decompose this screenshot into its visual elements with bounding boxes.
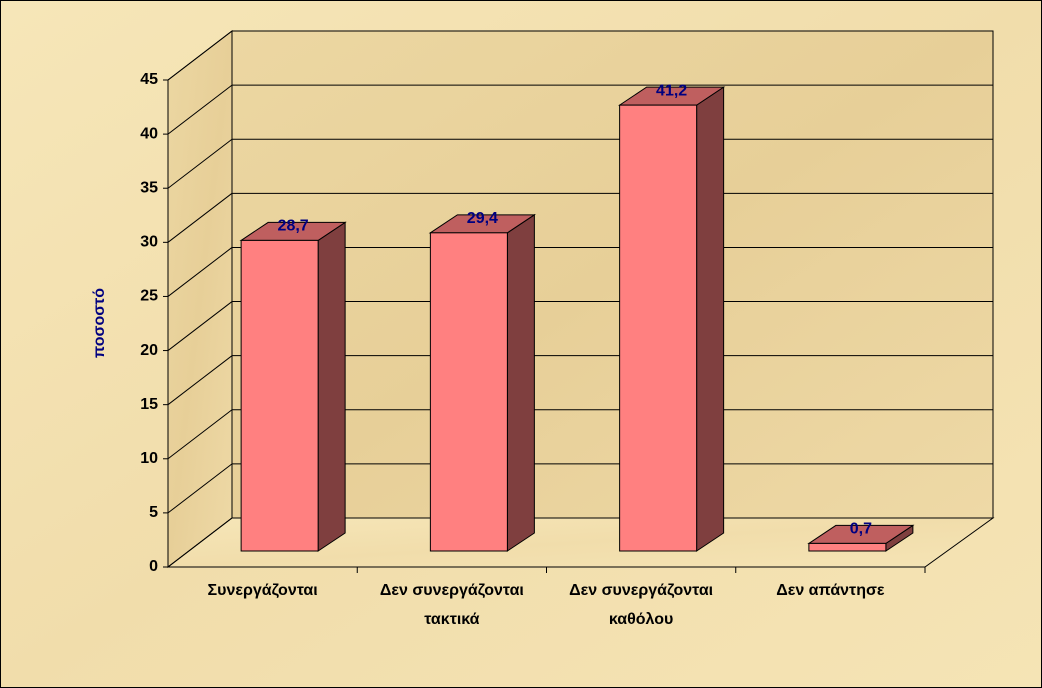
grid-line [167,247,233,297]
grid-line [167,355,233,406]
x-tick-label: Δεν συνεργάζονται καθόλου [569,582,713,628]
bar-side [506,213,535,552]
y-tick-label: 5 [149,504,158,521]
bar-side [696,86,725,552]
back-wall [231,30,994,519]
y-axis-title: ποσοστό [91,288,108,358]
grid-line [167,138,233,189]
plot-area: 0 5 10 15 20 25 30 35 40 45 Συνεργάζονται 28,7 Δεν σ… [140,29,995,628]
x-tick-label: Συνεργάζονται [208,582,318,599]
data-label: 41,2 [656,82,687,99]
grid-line [167,301,233,351]
bar [429,232,508,552]
data-label: 29,4 [467,210,498,227]
grid-line [167,409,233,460]
bar-side [317,221,346,552]
y-tick-label: 20 [140,342,158,359]
data-label: 0,7 [850,521,872,538]
grid-line [167,463,233,514]
data-label: 28,7 [278,218,309,235]
y-tick-label: 40 [140,125,158,142]
y-tick-label: 15 [140,396,158,413]
x-tick-label: Δεν συνεργάζονται τακτικά [380,582,524,628]
x-tick-label: Δεν απάντησε [776,582,885,599]
grid-line [167,192,233,243]
grid-line [167,30,233,81]
side-wall [167,29,233,569]
y-tick-label: 0 [149,558,158,575]
grid-line [167,84,233,135]
y-tick-label: 10 [140,450,158,467]
y-tick-label: 45 [140,71,158,88]
y-tick-label: 30 [140,234,158,251]
y-tick-label: 35 [140,179,158,196]
bar [619,104,698,552]
grid-line [167,517,233,568]
bar [808,542,887,552]
y-tick-label: 25 [140,288,158,305]
bar [240,239,319,552]
